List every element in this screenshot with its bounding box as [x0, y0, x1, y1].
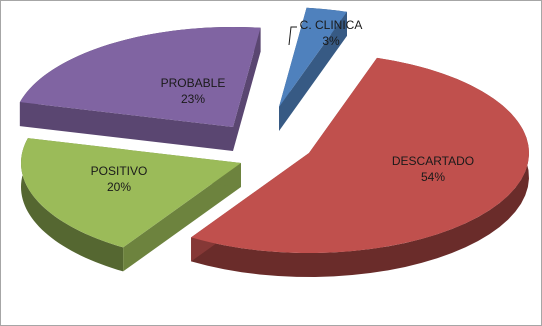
pie-slice-wall [123, 163, 241, 272]
pie-slice-side [191, 57, 529, 277]
pie-slice-top [279, 7, 347, 108]
pie-slice-side [21, 138, 124, 272]
pie-slice-descartado [191, 57, 530, 277]
pie-slice-positivo [21, 138, 241, 272]
slice-label: PROBABLE [161, 76, 226, 90]
slice-label: DESCARTADO [392, 154, 474, 168]
pie-slice-wall [233, 27, 261, 152]
pie-slice-top [21, 138, 241, 248]
slice-value-label: 3% [322, 34, 340, 48]
pie-slice-wall [19, 102, 233, 151]
leader-line [288, 26, 297, 46]
slice-label: C. CLINICA [300, 18, 363, 32]
slice-value-label: 54% [421, 170, 445, 184]
pie-slice-c-clinica [279, 7, 347, 132]
pie-slice-probable [19, 27, 261, 152]
pie-slice-wall [279, 11, 347, 131]
slice-label: POSITIVO [91, 164, 148, 178]
pie-slice-top [19, 27, 261, 128]
pie-slice-top [191, 57, 530, 253]
slice-value-label: 23% [181, 92, 205, 106]
slice-value-label: 20% [107, 180, 131, 194]
